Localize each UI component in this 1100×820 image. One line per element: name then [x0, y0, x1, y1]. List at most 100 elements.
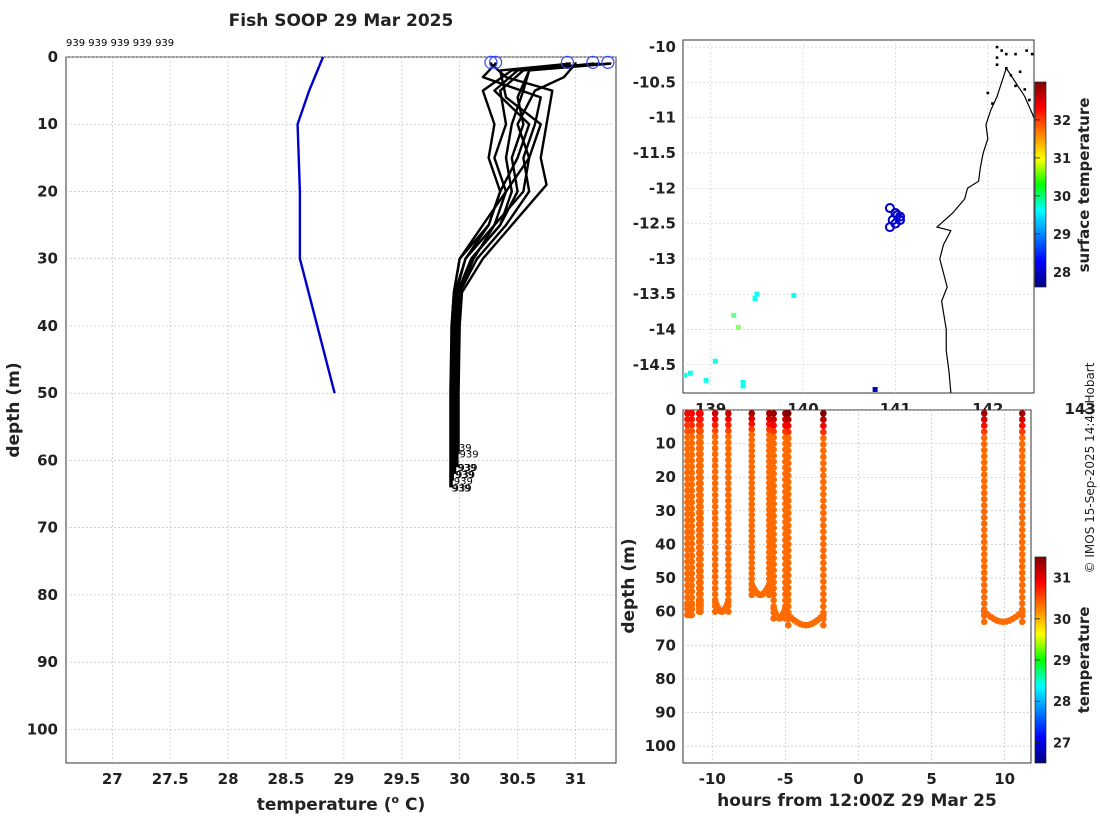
ts-point: [697, 439, 704, 446]
ts-point: [784, 528, 792, 536]
ts-point: [980, 563, 988, 570]
ts-point: [770, 566, 777, 574]
ts-point: [980, 569, 988, 577]
ts-point: [725, 445, 732, 452]
ts-point: [725, 439, 732, 446]
ts-point: [711, 439, 719, 446]
ts-point: [711, 497, 719, 505]
ts-point: [820, 528, 827, 536]
ts-point: [770, 572, 777, 580]
ts-point: [688, 605, 696, 613]
y-tick-label: 70: [37, 519, 58, 537]
ts-point: [748, 538, 756, 545]
ts-point: [784, 410, 792, 417]
ts-point: [711, 410, 719, 417]
sst-cell: [687, 370, 693, 376]
ts-point: [725, 456, 732, 464]
map-colorbar-tick-label: 31: [1053, 152, 1071, 167]
ts-point: [980, 477, 988, 485]
ts-y-tick-label: 80: [655, 670, 676, 688]
ts-point: [748, 415, 756, 423]
ts-point: [784, 515, 792, 523]
ts-point: [711, 585, 719, 592]
ts-point: [697, 561, 704, 569]
profile-series: [450, 62, 571, 447]
ts-point: [697, 456, 704, 464]
ts-point: [784, 596, 792, 604]
island-dot: [1056, 176, 1059, 179]
ts-point: [688, 410, 696, 417]
ts-point: [748, 468, 756, 476]
ts-point: [980, 587, 988, 595]
ts-point: [770, 494, 777, 502]
ts-point: [725, 509, 732, 516]
ts-point: [820, 509, 827, 517]
ts-point: [697, 433, 704, 440]
ts-point: [1018, 544, 1026, 552]
ts-x-tick-label: -5: [777, 770, 794, 788]
sst-cell: [735, 324, 741, 330]
profile-end-label: 939: [453, 483, 472, 494]
ts-point: [1018, 612, 1026, 619]
ts-point: [1018, 508, 1026, 515]
ts-x-tick-label: 0: [853, 770, 863, 788]
ts-point: [784, 578, 792, 585]
ts-point: [820, 565, 827, 573]
ts-point: [688, 451, 696, 459]
ts-point: [748, 452, 756, 460]
map-y-tick-label: -13.5: [633, 285, 676, 303]
ts-point: [688, 611, 696, 619]
ts-point: [748, 426, 756, 433]
ts-point: [748, 447, 756, 455]
ts-point: [820, 578, 827, 585]
ts-point: [1018, 422, 1026, 429]
ts-point: [770, 542, 777, 550]
ts-point: [1018, 471, 1026, 478]
ts-point: [688, 493, 696, 500]
ts-point: [725, 474, 732, 481]
ts-point: [770, 578, 777, 586]
ts-point: [770, 434, 777, 441]
ts-point: [784, 441, 792, 448]
ts-point: [770, 524, 777, 532]
ts-point: [748, 500, 756, 508]
map-y-tick-label: -13: [649, 250, 676, 268]
y-tick-label: 0: [48, 48, 58, 66]
ts-point: [1018, 600, 1026, 607]
ts-point: [1018, 569, 1026, 577]
ts-point: [725, 520, 732, 528]
ts-point: [1018, 416, 1026, 423]
profile-end-label: 939: [451, 483, 470, 494]
map-y-tick-label: -12.5: [633, 215, 676, 233]
ts-point: [748, 516, 756, 524]
ts-point: [697, 596, 704, 604]
ts-point: [697, 410, 704, 417]
island-dot: [1023, 88, 1027, 91]
ts-point: [697, 462, 704, 470]
x-tick-label: 28.5: [267, 770, 304, 788]
ts-point: [697, 450, 704, 458]
climatology-line: [296, 56, 336, 394]
ts-point: [688, 445, 696, 453]
timeseries-y-label: depth (m): [619, 538, 639, 633]
ts-point: [688, 499, 696, 506]
ts-point: [688, 439, 696, 447]
ts-point: [748, 532, 756, 540]
profile-ticks: 27 27.5 28 28.5 29 29.5 30 30.5 31 0 10 20 30 40 50 60 7…: [27, 48, 586, 788]
map-y-tick-label: -14.5: [633, 356, 676, 374]
ship-track: [884, 203, 906, 233]
ts-point: [697, 585, 704, 592]
map-colorbar-label: surface temperature: [1075, 98, 1093, 273]
ts-point: [711, 503, 719, 511]
map-colorbar-tick-label: 28: [1053, 266, 1071, 281]
sst-cell: [740, 379, 746, 385]
ts-point: [980, 520, 988, 528]
ts-point: [820, 515, 827, 523]
island-dot: [1000, 49, 1003, 52]
ts-point: [711, 532, 719, 540]
ts-point: [980, 508, 988, 515]
ts-point: [1018, 520, 1026, 528]
ts-point: [770, 518, 777, 526]
ts-y-tick-label: 70: [655, 636, 676, 654]
ts-point: [748, 548, 756, 556]
